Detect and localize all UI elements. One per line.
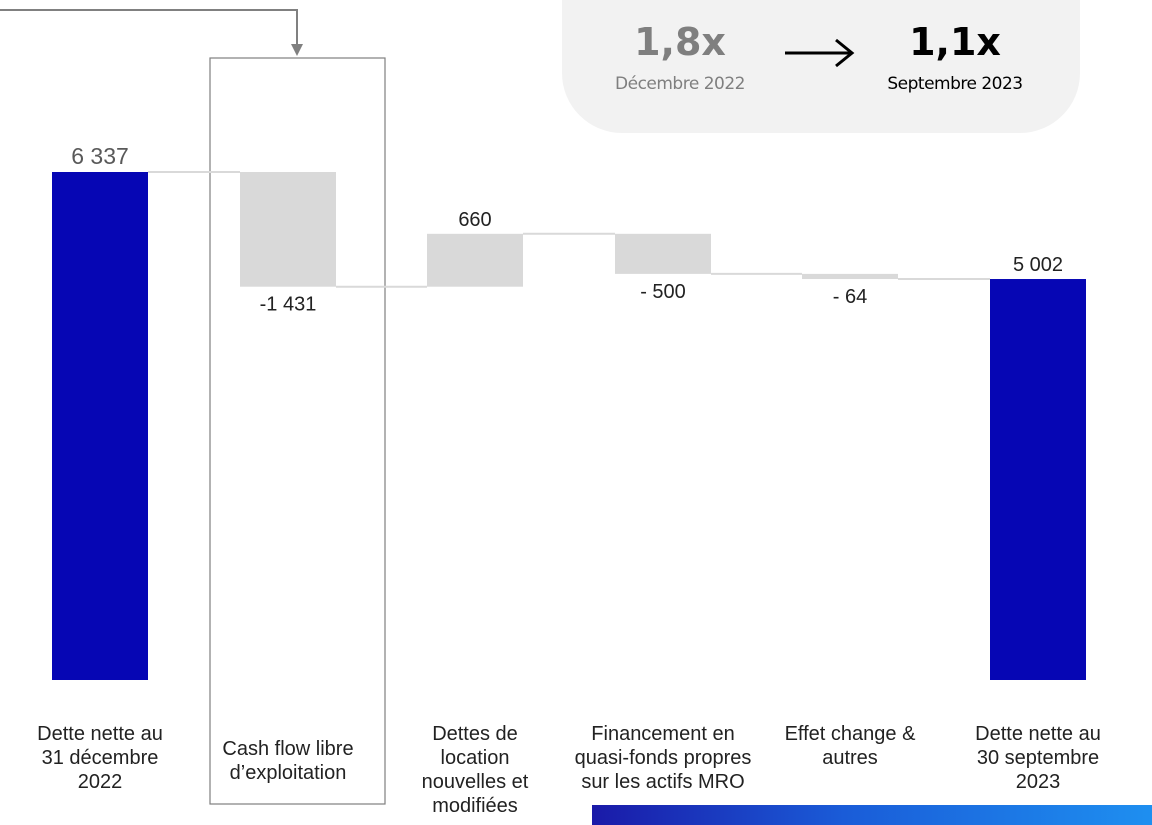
- category-label-line: 31 décembre: [41, 747, 159, 769]
- value-label: - 500: [640, 281, 686, 303]
- category-label-line: 2022: [77, 771, 123, 793]
- category-label-line: Effet change &: [784, 723, 916, 745]
- category-label-line: d’exploitation: [229, 762, 347, 784]
- category-label-line: Dette nette au: [37, 723, 163, 745]
- leverage-ratio-callout: [562, 0, 1080, 133]
- category-label-line: Dettes de: [432, 723, 518, 745]
- category-label-line: 30 septembre: [976, 747, 1100, 769]
- category-label: Dette nette au 31 décembre 2022: [5, 722, 195, 794]
- category-label-line: Dette nette au: [975, 723, 1101, 745]
- ratio-from-value: 1,8x: [634, 20, 726, 64]
- ratio-from-label: Décembre 2022: [615, 74, 745, 94]
- delta-bar: [802, 273, 898, 280]
- ratio-to-label: Septembre 2023: [887, 74, 1023, 94]
- highlight-frame: [209, 57, 386, 805]
- category-label-line: 2023: [1015, 771, 1061, 793]
- value-label: 5 002: [1013, 254, 1063, 276]
- category-label: Effet change & autres: [755, 722, 945, 770]
- delta-bar: [615, 233, 711, 274]
- category-label-line: location: [440, 747, 510, 769]
- value-label: 6 337: [71, 143, 129, 169]
- category-label-line: modifiées: [432, 795, 518, 817]
- delta-bar: [240, 172, 336, 287]
- category-label-line: Financement en: [591, 723, 735, 745]
- category-label: Dettes de location nouvelles et modifiées: [380, 722, 570, 818]
- category-label: Dette nette au 30 septembre 2023: [943, 722, 1133, 794]
- category-label-line: nouvelles et: [421, 771, 529, 793]
- value-label: - 64: [833, 286, 867, 308]
- category-label-line: quasi-fonds propres: [574, 747, 752, 769]
- value-label: 660: [458, 209, 491, 231]
- category-label: Financement en quasi-fonds propres sur les…: [568, 722, 758, 794]
- category-label-line: autres: [822, 747, 878, 769]
- total-bar: [52, 172, 148, 680]
- category-label: Cash flow libre d’exploitation: [193, 737, 383, 785]
- ratio-arrow-icon: [785, 38, 855, 68]
- total-bar: [990, 279, 1086, 680]
- category-label-line: sur les actifs MRO: [581, 771, 745, 793]
- ratio-to-value: 1,1x: [909, 20, 1001, 64]
- highlight-pointer-arrow: [0, 9, 303, 56]
- delta-bar: [427, 233, 523, 287]
- decorative-gradient-bar: [592, 805, 1152, 825]
- value-label: -1 431: [260, 294, 317, 316]
- category-label-line: Cash flow libre: [222, 738, 354, 760]
